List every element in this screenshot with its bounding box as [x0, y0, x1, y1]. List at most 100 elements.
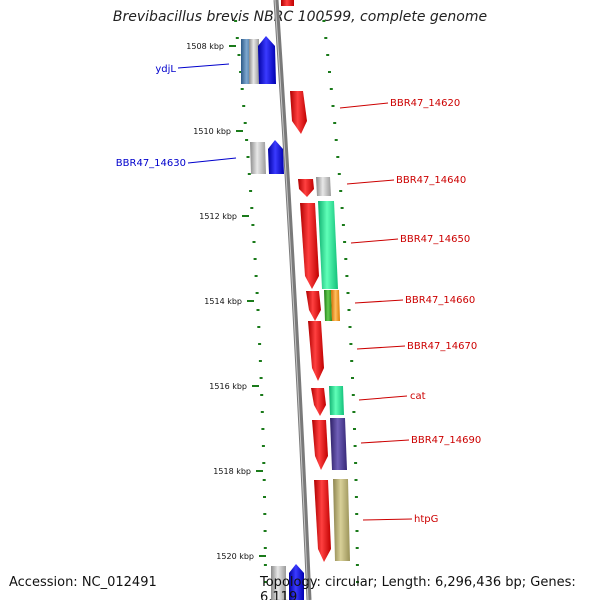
- gene-label-bbr47-14620[interactable]: BBR47_14620: [390, 98, 460, 109]
- gene-arrow-bbr47-14640-red[interactable]: [298, 179, 314, 197]
- gene-arrow-cat-mint[interactable]: [329, 386, 344, 415]
- ruler-tick-dot: [324, 37, 328, 39]
- ruler-tick-dot: [354, 479, 358, 481]
- ruler-tick-dot: [263, 530, 267, 532]
- ruler-tick-dot: [340, 207, 344, 209]
- gene-arrow-bbr47-14670[interactable]: [308, 321, 324, 381]
- ruler-tick-dot: [354, 496, 358, 498]
- gene-leader-lines-reverse: [339, 102, 413, 521]
- ruler-tick-dot: [260, 411, 264, 413]
- ruler-tick-dot: [260, 394, 264, 396]
- ruler-tick-dot: [355, 530, 359, 532]
- gene-arrow-bottom-gray[interactable]: [271, 566, 286, 600]
- gene-arrow-bbr47-14690-red[interactable]: [312, 420, 328, 470]
- gene-arrow-cat-red[interactable]: [311, 388, 326, 416]
- ruler-tick-dot: [237, 54, 241, 56]
- gene-arrow-top-partial[interactable]: [281, 0, 294, 6]
- ruler-tick-dot: [255, 292, 259, 294]
- ruler-tick-dot: [333, 122, 337, 124]
- ruler-label-1514: 1514 kbp: [204, 297, 242, 306]
- gene-label-bbr47-14650[interactable]: BBR47_14650: [400, 234, 470, 245]
- gene-arrow-bbr47-14650-mint[interactable]: [318, 201, 338, 289]
- ruler-tick-dot: [347, 309, 351, 311]
- ruler-tick-dot: [258, 343, 262, 345]
- ruler-tick-dot: [355, 564, 359, 566]
- ruler-tick-dot: [263, 496, 266, 498]
- gene-label-bbr47-14640[interactable]: BBR47_14640: [396, 175, 466, 186]
- genome-title: Brevibacillus brevis NBRC 100599, comple…: [112, 9, 488, 25]
- ruler-tick-dot: [336, 156, 340, 158]
- ruler-tick-dot: [344, 258, 348, 260]
- ruler-tick-dot: [235, 37, 239, 39]
- ruler-tick-dot: [245, 139, 249, 141]
- gene-label-bbr47-14690[interactable]: BBR47_14690: [411, 435, 481, 446]
- genome-summary: Topology: circular; Length: 6,296,436 bp…: [260, 575, 576, 600]
- gene-arrow-bbr47-14620[interactable]: [290, 91, 307, 134]
- gene-arrow-htpg-red[interactable]: [314, 480, 331, 562]
- ruler-tick-dots-right: [322, 20, 359, 583]
- ruler-tick-dot: [346, 292, 350, 294]
- ruler-tick-dot: [351, 394, 355, 396]
- ruler-tick-dots-left: [234, 20, 267, 583]
- ruler-tick-dot: [348, 326, 352, 328]
- ruler-tick-dot: [328, 71, 331, 73]
- gene-arrow-bbr47-14630-blue[interactable]: [268, 140, 284, 174]
- ruler-tick-dot: [263, 547, 267, 549]
- ruler-tick-dot: [331, 105, 335, 107]
- ruler-tick-dot: [239, 71, 243, 73]
- ruler-tick-dot: [351, 377, 354, 379]
- gene-arrow-bottom-blue[interactable]: [289, 564, 304, 600]
- ruler-tick-dot: [259, 377, 263, 379]
- ruler-tick-dot: [249, 190, 253, 192]
- gene-arrow-ydjl-blue[interactable]: [258, 36, 276, 84]
- ruler-major-ticks: [229, 45, 266, 557]
- gene-label-bbr47-14630[interactable]: BBR47_14630: [116, 158, 186, 169]
- ruler-tick-dot: [253, 258, 257, 260]
- gene-arrow-htpg-olive[interactable]: [333, 479, 350, 561]
- ruler-label-1508: 1508 kbp: [186, 42, 224, 51]
- ruler-tick-dot: [345, 275, 349, 277]
- ruler-tick-dot: [334, 139, 338, 141]
- ruler-tick-dot: [240, 88, 244, 90]
- ruler-tick-dot: [356, 581, 359, 583]
- gene-label-htpg[interactable]: htpG: [414, 514, 438, 525]
- gene-label-bbr47-14670[interactable]: BBR47_14670: [407, 341, 477, 352]
- gene-arrow-bbr47-14690-purple[interactable]: [330, 418, 347, 470]
- ruler-tick-dot: [264, 581, 267, 583]
- ruler-tick-dot: [261, 428, 265, 430]
- gene-label-bbr47-14660[interactable]: BBR47_14660: [405, 295, 475, 306]
- gene-arrow-bbr47-14630-gray[interactable]: [250, 142, 266, 174]
- ruler-tick-dot: [355, 513, 359, 515]
- gene-arrow-bbr47-14660-red[interactable]: [306, 291, 321, 321]
- ruler-tick-dot: [246, 156, 250, 158]
- gene-arrow-bbr47-14660-orange[interactable]: [331, 290, 340, 321]
- ruler-tick-dot: [243, 122, 247, 124]
- ruler-tick-dot: [252, 241, 256, 243]
- ruler-tick-dot: [355, 547, 359, 549]
- gene-arrow-bbr47-14660-green[interactable]: [324, 290, 332, 321]
- ruler-tick-dot: [322, 20, 326, 22]
- ruler-tick-dot: [353, 445, 357, 447]
- gene-arrow-bbr47-14640-gray[interactable]: [316, 177, 331, 196]
- ruler-tick-dot: [257, 326, 261, 328]
- genome-backbone: [273, 0, 312, 600]
- ruler-tick-dot: [352, 411, 356, 413]
- ruler-label-1512: 1512 kbp: [199, 212, 237, 221]
- ruler-tick-dot: [263, 513, 267, 515]
- ruler-tick-dot: [354, 462, 358, 464]
- genome-backbone-highlight: [274, 0, 309, 600]
- ruler-tick-dot: [254, 275, 258, 277]
- ruler-label-1518: 1518 kbp: [213, 467, 251, 476]
- ruler-label-1510: 1510 kbp: [193, 127, 231, 136]
- ruler-tick-dot: [250, 207, 254, 209]
- ruler-tick-dot: [350, 360, 354, 362]
- gene-leader-lines-forward: [177, 63, 237, 164]
- ruler-tick-dot: [247, 173, 251, 175]
- gene-arrow-ydjl-gray[interactable]: [249, 39, 259, 84]
- gene-label-cat[interactable]: cat: [410, 391, 426, 402]
- gene-arrow-bbr47-14650-red[interactable]: [300, 203, 319, 289]
- gene-label-ydjl[interactable]: ydjL: [155, 64, 176, 75]
- ruler-tick-dot: [262, 462, 266, 464]
